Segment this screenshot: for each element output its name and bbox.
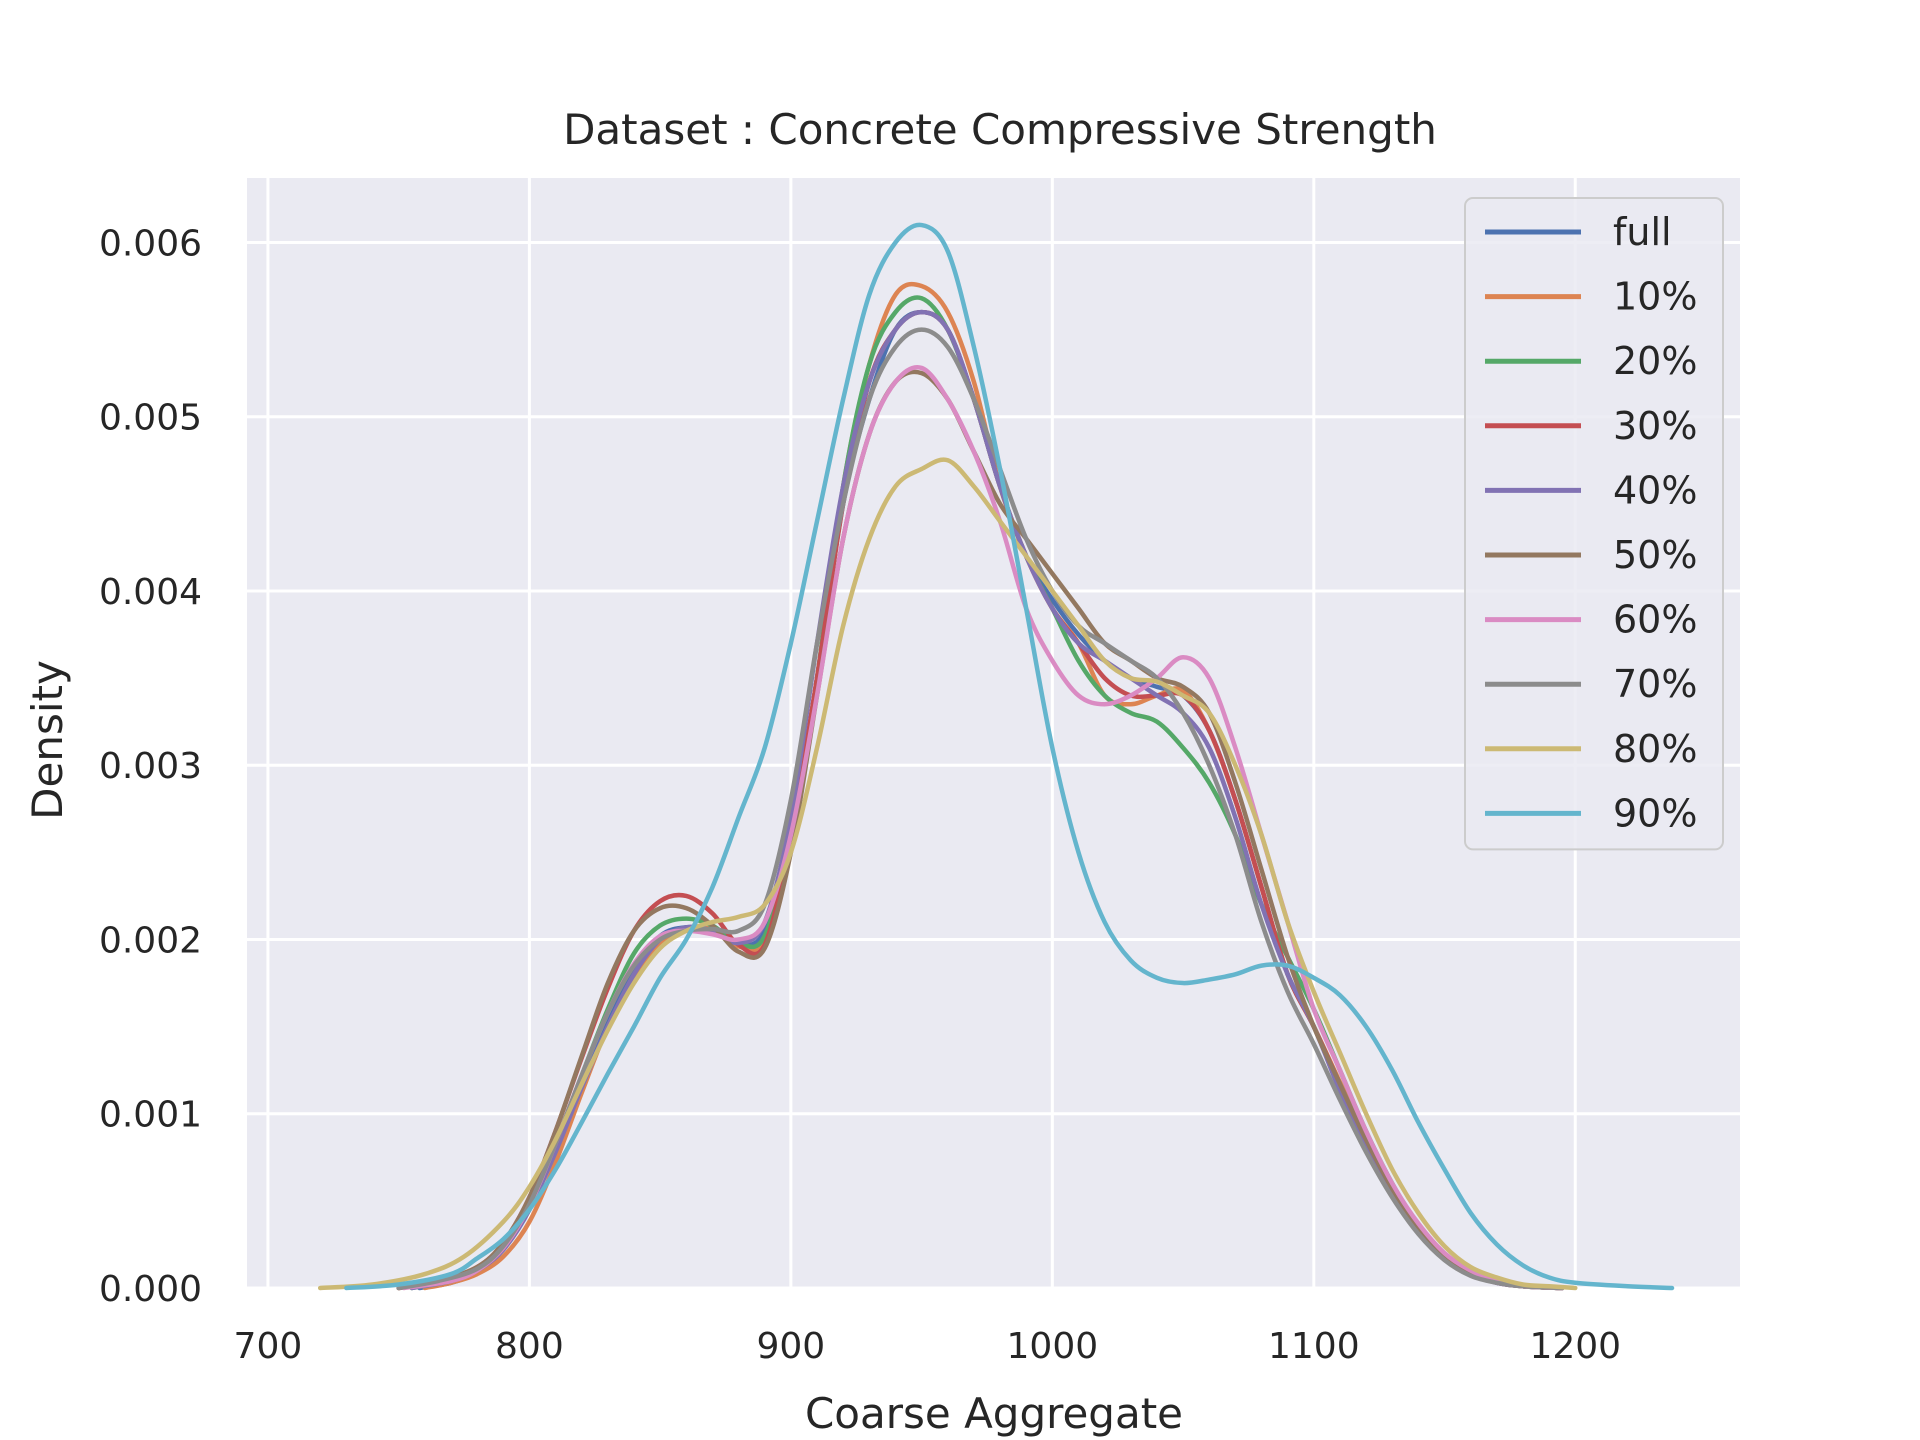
legend-label: 80% <box>1613 727 1697 771</box>
x-axis-label: Coarse Aggregate <box>805 1389 1183 1438</box>
legend-label: 40% <box>1613 468 1697 512</box>
series-line-9 <box>344 222 1675 1291</box>
y-axis-label: Density <box>23 660 72 820</box>
legend: full 10% 20% 30% 40% 50% 60% 70% 80% 90% <box>1464 197 1724 851</box>
x-tick-label: 900 <box>757 1326 826 1367</box>
x-axis-ticks: 700 800 900 1000 1100 1200 <box>234 1326 1622 1367</box>
y-tick-label: 0.003 <box>99 746 202 787</box>
legend-label: 20% <box>1613 339 1697 383</box>
x-tick-label: 1200 <box>1529 1326 1621 1367</box>
series-layer <box>317 222 1675 1291</box>
y-tick-label: 0.000 <box>99 1269 202 1310</box>
y-tick-label: 0.001 <box>99 1095 202 1136</box>
y-tick-label: 0.006 <box>99 223 202 264</box>
legend-label: 10% <box>1613 275 1697 319</box>
x-tick-label: 800 <box>495 1326 564 1367</box>
legend-label: 50% <box>1613 533 1697 577</box>
series-line-8 <box>317 457 1578 1291</box>
y-tick-label: 0.005 <box>99 398 202 439</box>
y-axis-ticks: 0.000 0.001 0.002 0.003 0.004 0.005 0.006 <box>99 223 202 1310</box>
legend-label: 70% <box>1613 662 1697 706</box>
x-tick-label: 1100 <box>1268 1326 1360 1367</box>
y-tick-label: 0.002 <box>99 920 202 961</box>
x-tick-label: 1000 <box>1007 1326 1099 1367</box>
x-tick-label: 700 <box>234 1326 303 1367</box>
legend-label: 30% <box>1613 404 1697 448</box>
legend-label: 90% <box>1613 791 1697 835</box>
legend-label: full <box>1613 210 1672 254</box>
y-tick-label: 0.004 <box>99 572 202 613</box>
chart-title: Dataset : Concrete Compressive Strength <box>563 105 1437 154</box>
series-line-7 <box>396 327 1565 1291</box>
legend-label: 60% <box>1613 598 1697 642</box>
